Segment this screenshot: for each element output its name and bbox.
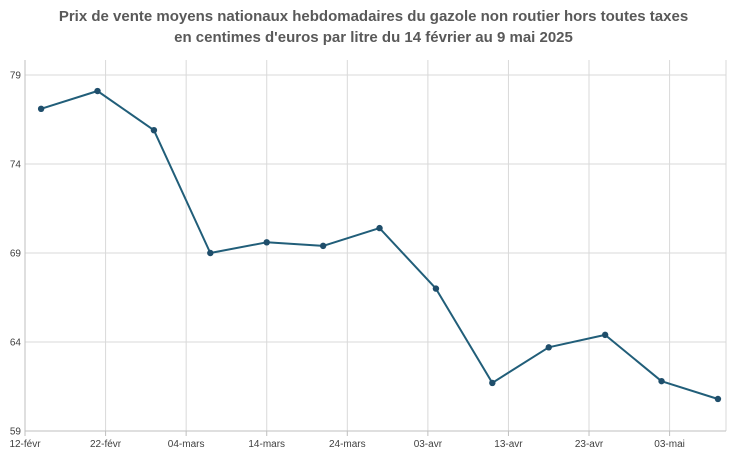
chart-title-line-2: en centimes d'euros par litre du 14 févr… xyxy=(174,29,573,46)
data-point xyxy=(545,344,552,351)
x-tick-label: 03-mai xyxy=(654,439,685,450)
data-point xyxy=(658,377,665,385)
x-tick-label: 04-mars xyxy=(168,439,205,450)
data-point xyxy=(37,105,45,113)
data-point xyxy=(714,395,722,403)
series-line xyxy=(40,90,719,400)
data-point xyxy=(207,249,214,257)
y-tick-label: 64 xyxy=(10,338,22,349)
data-point xyxy=(432,285,440,292)
x-tick-label: 22-févr xyxy=(90,439,122,450)
data-point xyxy=(150,126,158,134)
chart-title: Prix de vente moyens nationaux hebdomada… xyxy=(0,6,747,48)
x-tick-label: 13-avr xyxy=(494,439,523,450)
y-tick-label: 59 xyxy=(10,427,22,438)
data-point xyxy=(263,239,270,246)
x-tick-label: 24-mars xyxy=(329,439,366,450)
axes xyxy=(24,60,726,436)
x-tick-label: 14-mars xyxy=(248,439,285,450)
x-tick-label: 03-avr xyxy=(414,439,443,450)
data-point xyxy=(376,224,383,232)
data-point xyxy=(94,87,101,95)
y-tick-label: 69 xyxy=(10,249,22,260)
data-point xyxy=(601,331,609,339)
series-layer xyxy=(37,87,722,403)
data-point xyxy=(319,242,327,250)
x-tick-label: 23-avr xyxy=(575,439,604,450)
data-point xyxy=(489,379,496,387)
y-tick-label: 79 xyxy=(10,71,22,82)
x-tick-label: 12-févr xyxy=(9,439,41,450)
grid-lines xyxy=(25,60,727,431)
chart-title-line-1: Prix de vente moyens nationaux hebdomada… xyxy=(58,8,689,25)
tick-labels: 59 64 69 74 79 12-févr 22-févr 04-mars 14-mars 24… xyxy=(9,71,684,451)
y-tick-label: 74 xyxy=(10,160,22,171)
